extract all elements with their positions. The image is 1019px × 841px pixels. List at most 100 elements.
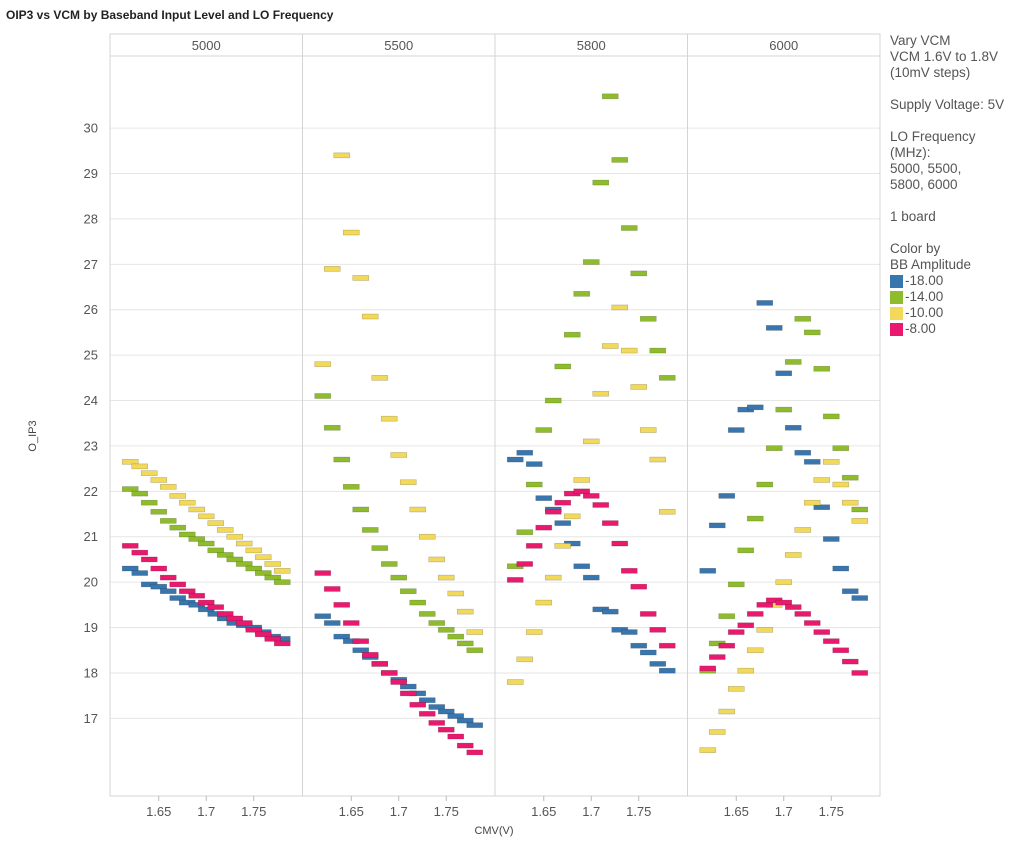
data-point — [333, 633, 351, 640]
data-point — [352, 638, 370, 644]
data-point — [822, 459, 840, 465]
data-point — [216, 611, 234, 617]
panel-frame-6000 — [687, 55, 881, 797]
data-point — [813, 477, 831, 483]
data-point — [140, 556, 158, 563]
data-point — [131, 463, 149, 470]
data-point — [273, 640, 291, 647]
data-point — [554, 543, 572, 549]
data-point — [554, 363, 572, 370]
data-point — [630, 583, 648, 590]
data-point — [775, 599, 793, 606]
data-point — [178, 499, 196, 506]
data-point — [428, 556, 446, 563]
data-point — [699, 747, 717, 753]
data-point — [273, 567, 291, 574]
note-lo-values-2: 5800, 6000 — [890, 177, 958, 192]
data-point — [718, 613, 736, 619]
data-point — [794, 316, 812, 322]
data-point — [323, 586, 341, 592]
panel-label: 5800 — [577, 38, 606, 53]
data-point — [399, 479, 417, 486]
data-point — [746, 515, 764, 522]
data-point — [380, 561, 398, 567]
data-point — [159, 574, 177, 581]
x-tick-label: 1.65 — [146, 804, 171, 819]
data-point — [428, 704, 446, 710]
data-point — [178, 588, 196, 595]
data-point — [851, 595, 869, 601]
data-point — [235, 620, 253, 626]
data-point — [121, 459, 139, 465]
data-point — [699, 665, 717, 672]
data-point — [554, 520, 572, 526]
data-point — [803, 459, 821, 465]
note-lo-frequency: LO Frequency — [890, 129, 976, 144]
data-point — [822, 638, 840, 644]
x-tick-label: 1.75 — [819, 804, 844, 819]
x-tick-label: 1.65 — [724, 804, 749, 819]
data-point — [756, 627, 774, 633]
data-point — [639, 649, 657, 656]
data-point — [131, 549, 149, 556]
data-point — [649, 347, 667, 354]
data-point — [592, 179, 610, 186]
data-point — [611, 157, 629, 163]
data-point — [150, 583, 168, 590]
data-point — [188, 592, 206, 599]
data-point — [342, 229, 360, 236]
data-point — [516, 656, 534, 663]
data-point — [390, 452, 408, 458]
data-marks — [121, 93, 869, 756]
data-point — [841, 499, 859, 506]
y-tick-label: 25 — [84, 348, 98, 363]
data-point — [188, 536, 206, 542]
data-point — [254, 554, 272, 560]
data-point — [832, 647, 850, 654]
data-point — [466, 722, 484, 728]
y-tick-label: 24 — [84, 393, 98, 408]
data-point — [649, 627, 667, 633]
data-point — [554, 499, 572, 506]
data-point — [323, 266, 341, 272]
data-point — [245, 627, 263, 633]
data-point — [727, 427, 745, 433]
data-point — [169, 524, 187, 531]
data-point — [784, 359, 802, 365]
data-point — [582, 259, 600, 265]
data-point — [775, 370, 793, 377]
panel-label: 5500 — [384, 38, 413, 53]
data-point — [333, 602, 351, 608]
data-point — [573, 488, 591, 495]
data-point — [361, 313, 379, 320]
legend-item: -8.00 — [890, 321, 1018, 337]
data-point — [573, 563, 591, 570]
note-supply-voltage: Supply Voltage: 5V — [890, 97, 1005, 112]
data-point — [428, 720, 446, 726]
y-axis-label: O_IP3 — [27, 420, 39, 451]
data-point — [418, 697, 436, 703]
data-point — [756, 300, 774, 306]
data-point — [506, 679, 524, 685]
data-point — [582, 493, 600, 499]
data-point — [658, 642, 676, 649]
data-point — [516, 449, 534, 456]
y-tick-label: 22 — [84, 484, 98, 499]
data-point — [601, 520, 619, 526]
data-point — [409, 599, 427, 606]
y-tick-label: 18 — [84, 665, 98, 680]
data-point — [159, 483, 177, 490]
y-tick-label: 26 — [84, 302, 98, 317]
data-point — [169, 493, 187, 499]
data-point — [159, 588, 177, 595]
data-point — [178, 531, 196, 538]
data-point — [371, 375, 389, 381]
data-point — [121, 543, 139, 549]
x-tick-label: 1.75 — [434, 804, 459, 819]
data-point — [851, 506, 869, 513]
data-point — [794, 527, 812, 533]
x-tick-label: 1.7 — [582, 804, 600, 819]
data-point — [456, 742, 474, 749]
x-tick-label: 1.65 — [339, 804, 364, 819]
x-tick-label: 1.75 — [241, 804, 266, 819]
